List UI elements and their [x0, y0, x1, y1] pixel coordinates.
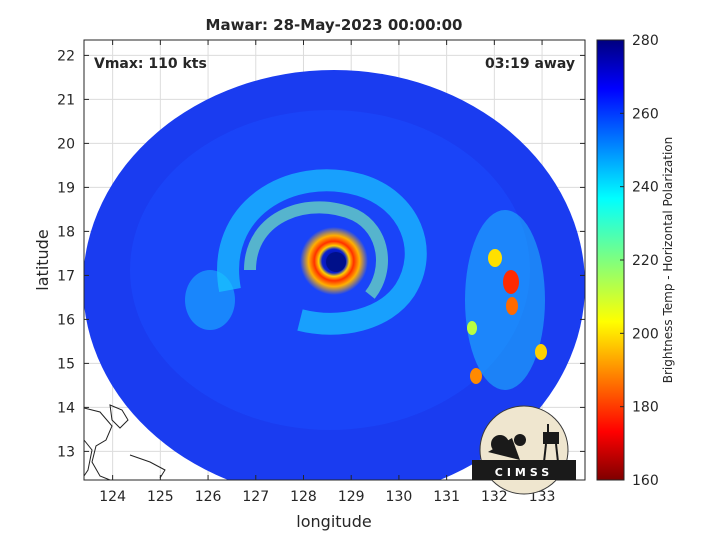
colorbar-tick-label: 180	[632, 400, 659, 416]
convective-band-west	[185, 270, 235, 330]
convective-cell	[488, 249, 502, 267]
convective-band-east	[465, 210, 545, 390]
colorbar-tick-label: 220	[632, 253, 659, 269]
colorbar-tick-label: 260	[632, 106, 659, 122]
convective-cell	[535, 344, 547, 360]
x-tick-label: 132	[481, 489, 508, 505]
x-tick-label: 126	[195, 489, 222, 505]
eye	[326, 252, 346, 272]
coastline	[84, 404, 166, 480]
time-offset-annotation: 03:19 away	[485, 56, 575, 72]
convective-cell	[470, 368, 482, 384]
convective-cell	[503, 270, 519, 294]
y-tick-label: 22	[57, 48, 75, 64]
y-tick-label: 19	[57, 180, 75, 196]
colorbar-tick-label: 200	[632, 326, 659, 342]
rainband-outer	[217, 169, 427, 335]
x-axis: 124 125 126 127 128 129 130 131 132 133	[99, 40, 555, 505]
y-tick-label: 13	[57, 444, 75, 460]
colorbar-label: Brightness Temp - Horizontal Polarizatio…	[661, 137, 675, 384]
axes-frame	[83, 39, 586, 481]
y-axis-label: latitude	[33, 229, 52, 290]
x-tick-label: 127	[242, 489, 269, 505]
x-axis-label: longitude	[296, 512, 371, 531]
colorbar	[596, 39, 625, 481]
x-tick-label: 130	[386, 489, 413, 505]
convective-cell	[467, 321, 477, 335]
rainband-inner	[244, 201, 388, 299]
colorbar-tick-label: 160	[632, 473, 659, 489]
y-tick-label: 14	[57, 400, 75, 416]
y-tick-label: 17	[57, 268, 75, 284]
chart-title: Mawar: 28-May-2023 00:00:00	[206, 16, 463, 34]
x-tick-label: 125	[147, 489, 174, 505]
x-tick-label: 129	[338, 489, 365, 505]
logo-text: CIMSS	[495, 466, 553, 479]
y-tick-label: 20	[57, 136, 75, 152]
x-tick-label: 124	[99, 489, 126, 505]
colorbar-ticks: 160 180 200 220 240 260 280	[620, 33, 659, 489]
x-tick-label: 128	[290, 489, 317, 505]
y-tick-label: 18	[57, 224, 75, 240]
colorbar-tick-label: 240	[632, 180, 659, 196]
y-tick-label: 16	[57, 312, 75, 328]
swath-layer	[84, 70, 585, 480]
y-tick-label: 15	[57, 356, 75, 372]
y-tick-label: 21	[57, 92, 75, 108]
cimss-logo: CIMSS	[472, 405, 576, 495]
vmax-annotation: Vmax: 110 kts	[94, 56, 207, 72]
convective-cell	[506, 297, 518, 315]
x-tick-label: 131	[433, 489, 460, 505]
y-axis: 13 14 15 16 17 18 19 20 21 22	[57, 48, 585, 460]
colorbar-tick-label: 280	[632, 33, 659, 49]
